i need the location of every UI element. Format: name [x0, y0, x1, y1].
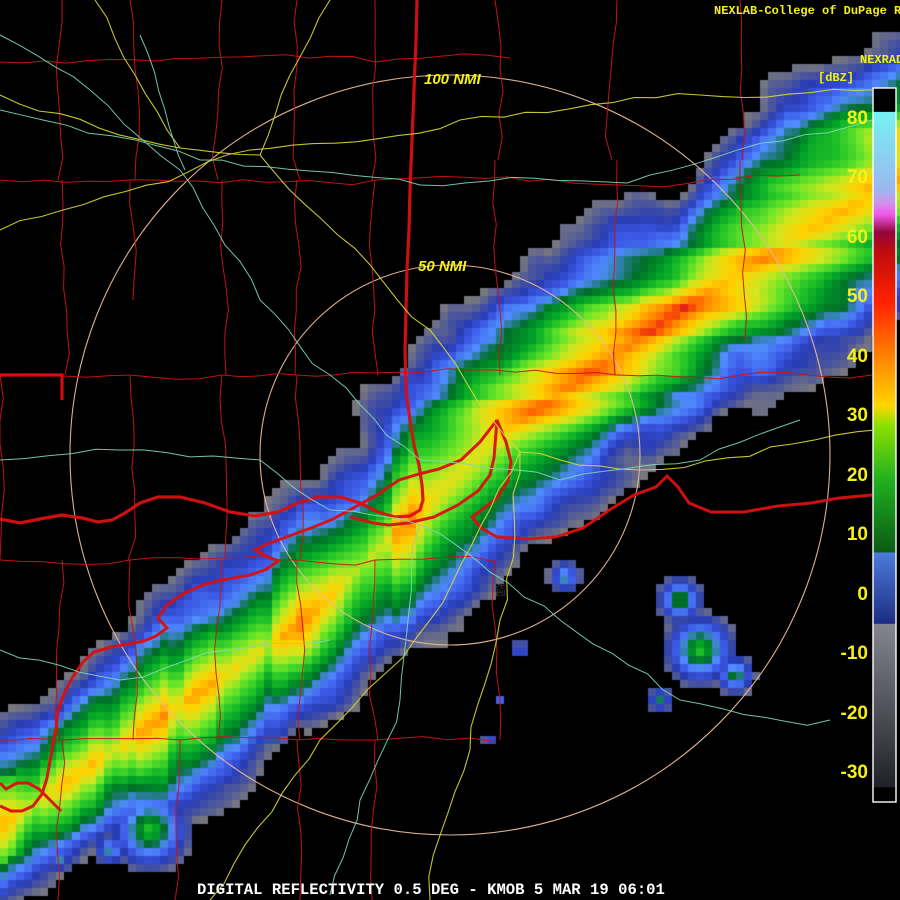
svg-text:-10: -10 — [841, 643, 868, 664]
svg-text:[dBZ]: [dBZ] — [818, 71, 854, 85]
svg-text:80: 80 — [847, 108, 868, 129]
svg-text:DIGITAL REFLECTIVITY 0.5 DEG -: DIGITAL REFLECTIVITY 0.5 DEG - KMOB 5 MA… — [197, 881, 665, 899]
svg-text:70: 70 — [847, 167, 868, 188]
svg-text:20: 20 — [847, 465, 868, 486]
svg-text:50 NMI: 50 NMI — [418, 258, 467, 275]
svg-text:100 NMI: 100 NMI — [424, 71, 482, 88]
svg-text:NEXLAB-College of DuPage Radar: NEXLAB-College of DuPage Radar — [714, 4, 900, 18]
svg-text:-20: -20 — [841, 703, 868, 724]
svg-text:NEXRAD: NEXRAD — [860, 53, 900, 67]
svg-text:10: 10 — [847, 524, 868, 545]
svg-text:60: 60 — [847, 227, 868, 248]
svg-text:50: 50 — [847, 286, 868, 307]
svg-text:30: 30 — [847, 405, 868, 426]
svg-text:0: 0 — [857, 584, 868, 605]
svg-text:40: 40 — [847, 346, 868, 367]
svg-text:-30: -30 — [841, 762, 868, 783]
